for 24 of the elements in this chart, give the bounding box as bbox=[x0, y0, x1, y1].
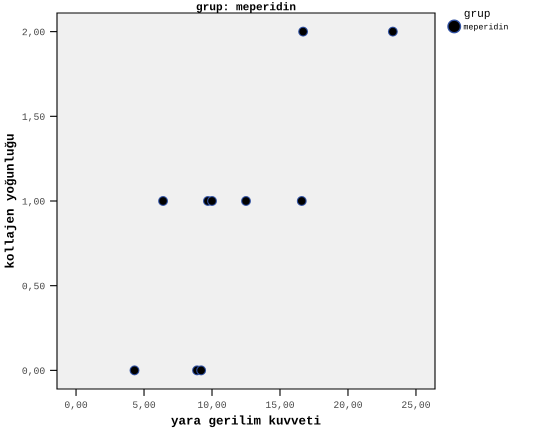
y-tick-label: 0,50 bbox=[22, 282, 45, 291]
x-tick-label: 5,00 bbox=[132, 401, 156, 410]
legend-title: grup bbox=[464, 10, 490, 20]
x-axis-title: yara gerilim kuvveti bbox=[171, 415, 321, 428]
point bbox=[241, 196, 251, 206]
x-tick-label: 10,00 bbox=[198, 401, 226, 410]
point bbox=[298, 26, 308, 37]
y-tick-label: 1,50 bbox=[22, 113, 45, 122]
y-axis-title: kollajen yoğunluğu bbox=[4, 134, 16, 268]
point bbox=[130, 365, 140, 376]
y-tick-label: 0,00 bbox=[22, 367, 45, 376]
x-tick-label: 15,00 bbox=[266, 401, 294, 410]
point bbox=[158, 196, 168, 206]
y-tick-label: 2,00 bbox=[22, 28, 45, 37]
x-tick-label: 0,00 bbox=[64, 401, 88, 410]
point bbox=[296, 196, 307, 206]
point bbox=[207, 196, 217, 206]
x-tick-label: 20,00 bbox=[334, 401, 362, 410]
legend-label: meperidin bbox=[464, 23, 508, 32]
x-tick-label: 25,00 bbox=[402, 401, 430, 410]
point bbox=[388, 26, 398, 37]
chart-title: grup: meperidin bbox=[196, 2, 296, 13]
y-tick-label: 1,00 bbox=[22, 198, 45, 206]
point bbox=[196, 365, 206, 376]
